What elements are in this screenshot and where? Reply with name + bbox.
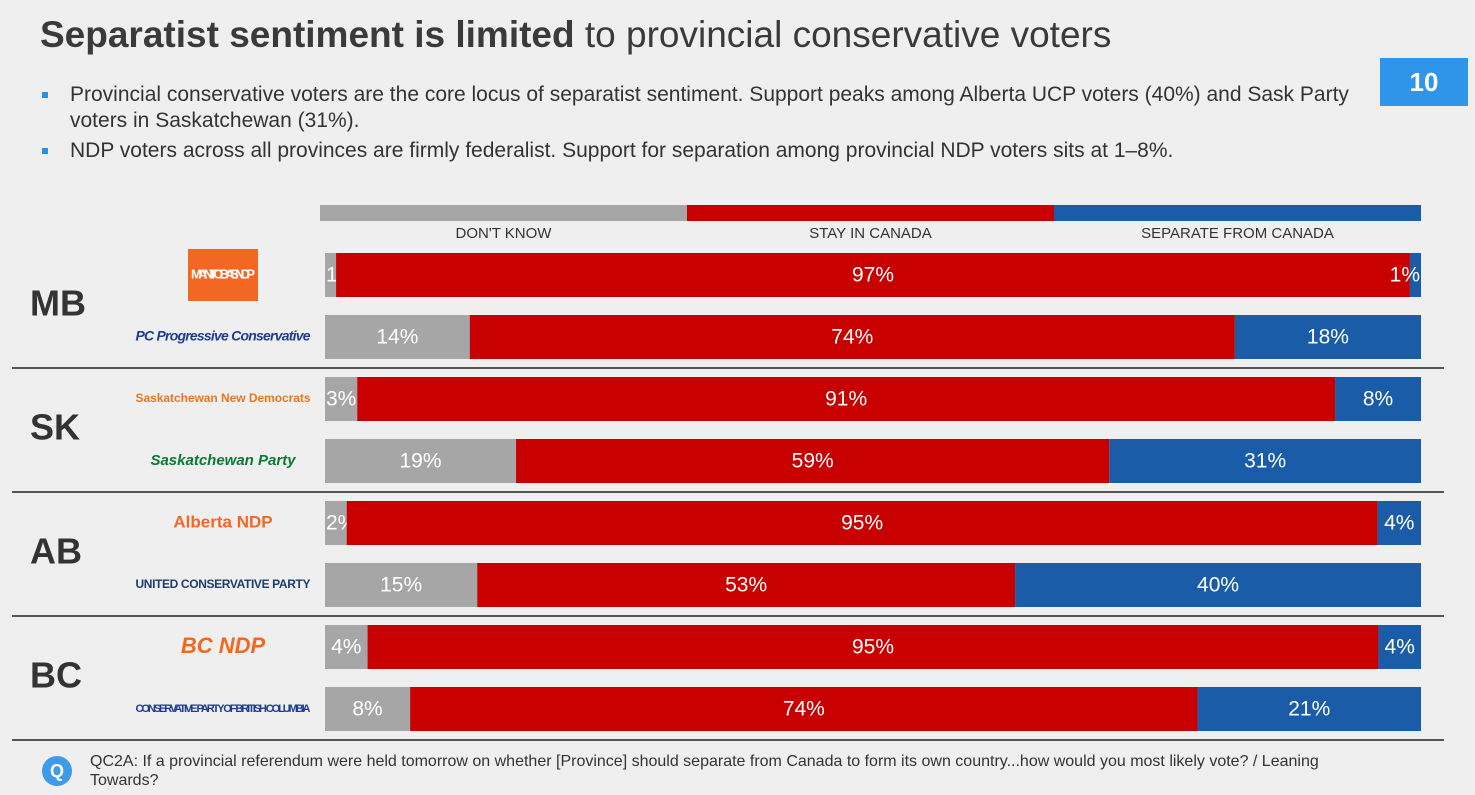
bar-segment xyxy=(367,625,1379,669)
value-label: 31% xyxy=(1244,450,1286,473)
bar-segment xyxy=(325,501,347,545)
bar-segment xyxy=(325,253,337,297)
value-label: 19% xyxy=(400,450,442,473)
bar-segment xyxy=(357,377,1336,421)
bar-segment xyxy=(516,439,1110,483)
party-logo: Alberta NDP xyxy=(173,512,272,531)
title-rest: to provincial conservative voters xyxy=(584,14,1112,55)
bullet: Provincial conservative voters are the c… xyxy=(40,82,1360,134)
value-label: 95% xyxy=(852,636,894,659)
bar-segment xyxy=(325,377,358,421)
party-logo: UNITED CONSERVATIVE PARTY xyxy=(136,577,311,591)
value-label: 74% xyxy=(831,326,873,349)
bar-segment xyxy=(469,315,1235,359)
bar-segment xyxy=(325,563,478,607)
group-label: BC xyxy=(30,655,82,696)
bar-segment xyxy=(325,625,368,669)
value-label: 4% xyxy=(1384,512,1414,535)
group-label: AB xyxy=(30,531,82,572)
value-label: 53% xyxy=(725,574,767,597)
bar-segment xyxy=(346,501,1378,545)
legend-label: STAY IN CANADA xyxy=(809,225,932,242)
value-label: 97% xyxy=(852,264,894,287)
bar-segment xyxy=(325,687,411,731)
bar-segment xyxy=(410,687,1198,731)
value-label: 59% xyxy=(792,450,834,473)
bullet: NDP voters across all provinces are firm… xyxy=(40,138,1360,164)
party-logo: Saskatchewan Party xyxy=(150,452,296,469)
bar-segment xyxy=(1109,439,1421,483)
group-label: MB xyxy=(30,283,86,324)
title: Separatist sentiment is limited to provi… xyxy=(40,14,1111,56)
footnote: QC2A: If a provincial referendum were he… xyxy=(90,753,1319,789)
page-number: 10 xyxy=(1380,58,1468,106)
bar-segment xyxy=(1234,315,1421,359)
value-label: 3% xyxy=(326,388,356,411)
group-label: SK xyxy=(30,407,80,448)
bar-segment xyxy=(1015,563,1421,607)
bar-segment xyxy=(1378,625,1421,669)
party-logo: MANITOBA'S NDP xyxy=(191,266,255,281)
value-label: 18% xyxy=(1307,326,1349,349)
value-label: 21% xyxy=(1288,698,1330,721)
bar-segment xyxy=(1197,687,1421,731)
party-logo: Saskatchewan New Democrats xyxy=(136,391,311,405)
value-label: 4% xyxy=(331,636,361,659)
value-label: 91% xyxy=(825,388,867,411)
legend-swatch xyxy=(1054,205,1421,221)
legend-swatch xyxy=(687,205,1054,221)
title-bold: Separatist sentiment is limited xyxy=(40,14,575,55)
legend-label: DON'T KNOW xyxy=(456,225,553,242)
party-logo: CONSERVATIVE PARTY OF BRITISH COLUMBIA xyxy=(136,703,311,715)
value-label: 1% xyxy=(1390,264,1420,287)
value-label: 4% xyxy=(1385,636,1415,659)
bar-segment xyxy=(477,563,1016,607)
legend-swatch xyxy=(320,205,687,221)
bar-segment xyxy=(325,439,517,483)
value-label: 8% xyxy=(352,698,382,721)
value-label: 74% xyxy=(783,698,825,721)
legend-label: SEPARATE FROM CANADA xyxy=(1141,225,1334,242)
bar-segment xyxy=(325,315,470,359)
value-label: 15% xyxy=(380,574,422,597)
bullets: Provincial conservative voters are the c… xyxy=(40,82,1360,168)
bar-segment xyxy=(1335,377,1421,421)
value-label: 14% xyxy=(376,326,418,349)
party-logo: PC Progressive Conservative xyxy=(136,328,311,344)
question-icon: Q xyxy=(42,756,72,786)
bar-segment xyxy=(1377,501,1421,545)
party-logo: BC NDP xyxy=(181,633,266,658)
bar-segment xyxy=(1409,253,1421,297)
value-label: 40% xyxy=(1197,574,1239,597)
bar-segment xyxy=(336,253,1410,297)
value-label: 8% xyxy=(1363,388,1393,411)
logo-box xyxy=(188,249,258,301)
value-label: 95% xyxy=(841,512,883,535)
